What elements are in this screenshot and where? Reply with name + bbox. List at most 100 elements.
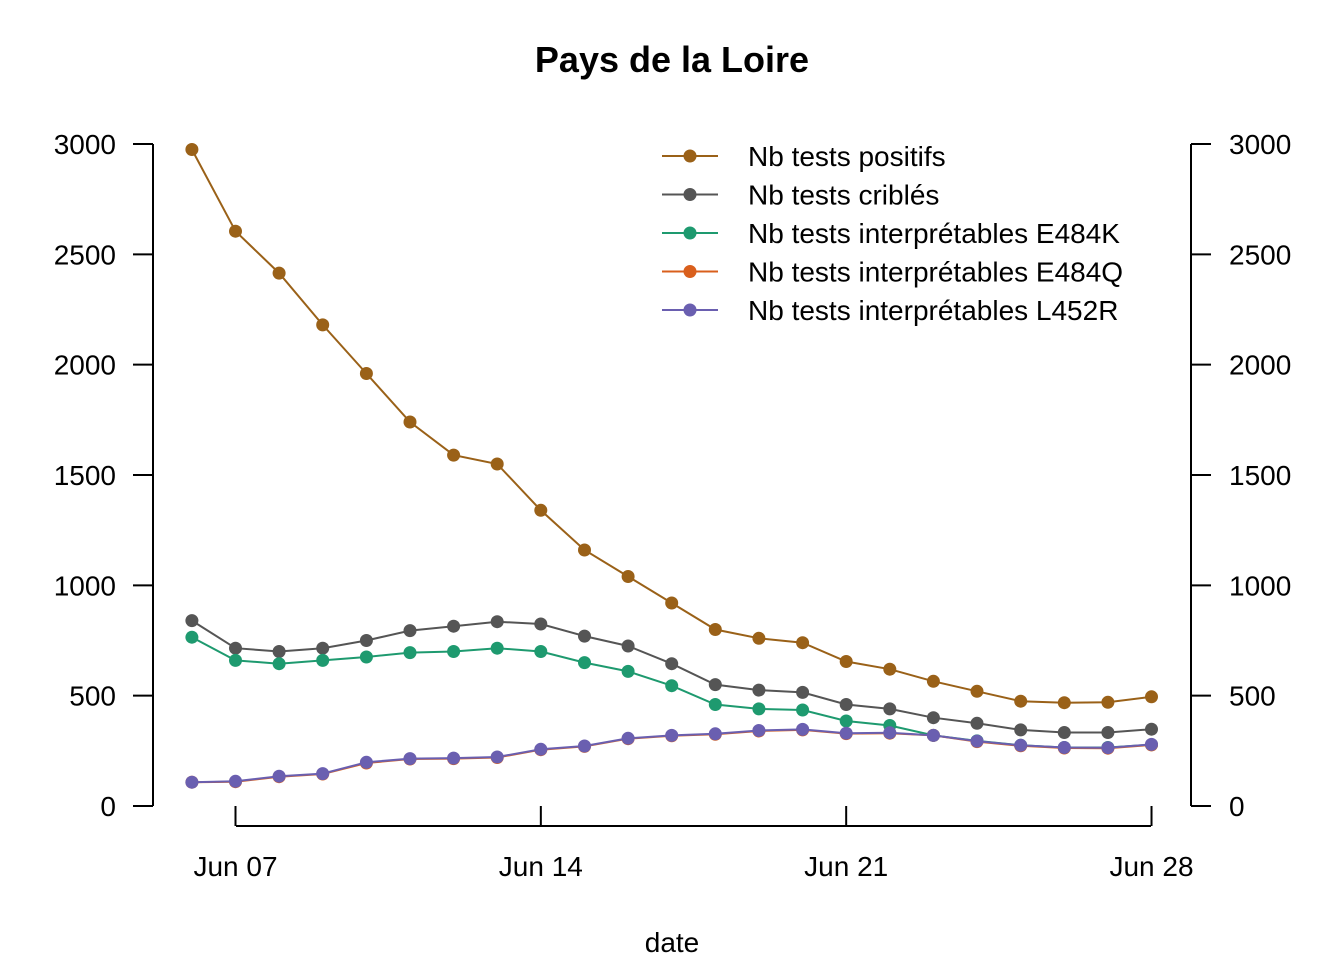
y-tick-label-right: 2500 [1229,239,1291,270]
data-point [708,698,722,711]
data-point [359,755,373,769]
data-point [1057,726,1071,739]
data-point [534,742,548,756]
y-tick-label-left: 0 [100,791,116,822]
data-point [752,724,766,737]
plot-area [185,143,1158,789]
legend-marker [683,149,697,163]
data-point [578,739,591,753]
y-tick-label-left: 2500 [54,239,116,270]
data-point [665,679,679,693]
data-point [970,684,984,698]
data-point [578,656,591,670]
data-point [970,734,984,748]
data-point [665,596,679,610]
data-point [883,662,897,676]
data-point [185,143,199,156]
y-tick-label-left: 3000 [54,129,116,160]
data-point [359,650,373,664]
legend-marker [683,226,697,240]
data-point [447,645,461,658]
data-point [359,367,373,380]
data-point [1101,741,1115,755]
data-point [185,775,199,789]
data-point [1057,741,1071,754]
data-point [839,655,853,668]
data-point [883,702,897,716]
data-point [316,318,330,332]
legend-marker [683,303,697,317]
data-point [796,636,810,650]
data-point [185,614,199,628]
series-nb-tests-interpretables-l452r [185,722,1158,789]
x-tick-label: Jun 21 [804,851,888,882]
data-point [1014,723,1028,737]
data-point [272,645,286,658]
data-point [752,702,766,716]
legend: Nb tests positifs Nb tests criblés Nb test… [662,141,1123,326]
data-point [359,634,373,647]
data-point [665,657,679,671]
legend-item: Nb tests interprétables E484Q [662,257,1123,288]
data-point [1014,738,1028,752]
data-point [752,683,766,697]
data-point [490,457,504,471]
data-point [272,769,286,783]
data-point [316,641,330,655]
data-point [447,619,461,633]
data-point [1057,696,1071,710]
data-point [970,716,984,730]
data-point [839,726,853,740]
data-point [229,224,242,238]
y-tick-label-right: 500 [1229,681,1276,712]
legend-label: Nb tests criblés [748,180,939,211]
data-point [1101,726,1115,739]
data-point [229,641,242,655]
data-point [839,714,853,728]
y-tick-label-left: 1000 [54,570,116,601]
series-line-nb-tests-cribles [191,619,1152,734]
data-point [272,266,286,280]
legend-item: Nb tests positifs [662,141,946,172]
data-point [665,728,679,742]
data-point [752,631,766,645]
data-point [1014,694,1028,708]
data-point [708,623,722,636]
legend-marker [683,188,697,201]
chart-title: Pays de la Loire [535,39,809,80]
legend-item: Nb tests interprétables L452R [662,295,1118,326]
y-tick-label-right: 1500 [1229,460,1291,491]
data-point [621,664,635,678]
x-tick-label: Jun 14 [499,851,583,882]
data-point [1145,722,1158,736]
data-point [447,751,461,765]
data-point [796,722,810,736]
data-point [403,624,417,638]
data-point [534,503,548,517]
data-point [578,629,591,643]
y-tick-label-left: 500 [69,681,116,712]
data-point [1145,690,1158,704]
legend-marker [683,265,697,278]
data-point [708,727,722,741]
series-nb-tests-positifs [185,143,1158,710]
y-tick-label-left: 1500 [54,460,116,491]
legend-label: Nb tests interprétables L452R [748,295,1118,326]
data-point [229,653,242,667]
data-point [796,703,810,717]
data-point [403,646,417,660]
data-point [926,674,940,688]
data-point [185,630,199,644]
data-point [1101,695,1115,709]
data-point [708,678,722,692]
data-point [316,767,330,781]
legend-label: Nb tests interprétables E484Q [748,257,1123,288]
data-point [839,698,853,711]
data-point [926,728,940,742]
data-point [272,657,286,671]
x-tick-label: Jun 07 [193,851,277,882]
data-point [447,448,461,462]
y-tick-label-right: 3000 [1229,129,1291,160]
data-point [621,731,635,745]
